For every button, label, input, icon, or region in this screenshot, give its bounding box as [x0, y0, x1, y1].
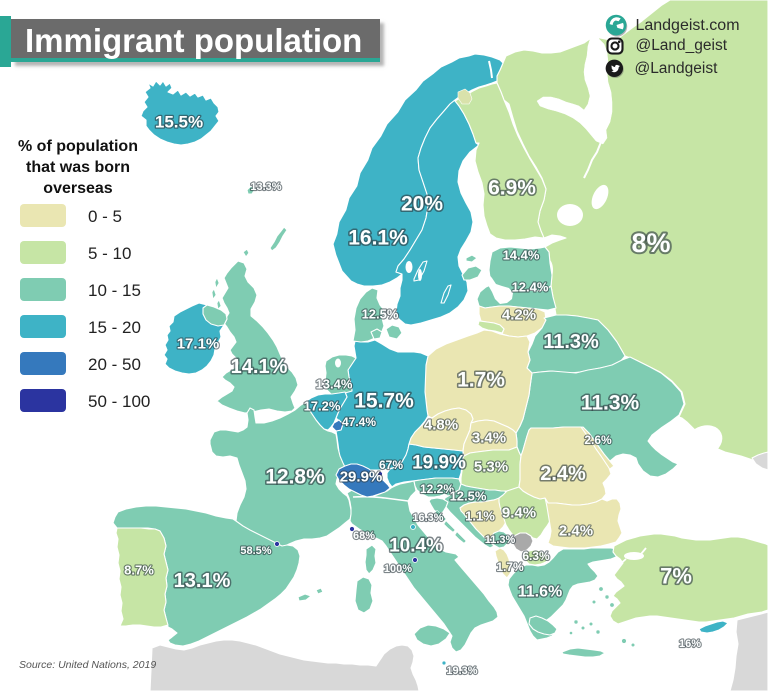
svg-text:17.1%: 17.1%: [177, 336, 220, 353]
svg-text:2.4%: 2.4%: [559, 523, 593, 540]
svg-text:1.7%: 1.7%: [457, 369, 505, 392]
svg-text:6.9%: 6.9%: [488, 177, 536, 200]
svg-text:8.7%: 8.7%: [124, 563, 154, 578]
svg-text:11.3%: 11.3%: [485, 534, 516, 546]
svg-text:13.4%: 13.4%: [316, 377, 353, 392]
svg-text:16.3%: 16.3%: [412, 512, 443, 524]
svg-text:1.7%: 1.7%: [496, 560, 524, 574]
svg-text:2.6%: 2.6%: [584, 433, 612, 447]
svg-text:12.2%: 12.2%: [420, 482, 454, 496]
svg-text:11.6%: 11.6%: [518, 584, 562, 601]
svg-text:15.7%: 15.7%: [354, 390, 414, 413]
svg-text:67%: 67%: [379, 458, 403, 472]
svg-text:6.3%: 6.3%: [522, 549, 550, 563]
svg-text:12.8%: 12.8%: [265, 466, 325, 489]
svg-text:47.4%: 47.4%: [342, 415, 376, 429]
svg-text:8%: 8%: [631, 228, 670, 258]
svg-text:12.5%: 12.5%: [362, 307, 399, 322]
svg-text:14.1%: 14.1%: [231, 356, 288, 378]
svg-text:11.3%: 11.3%: [543, 331, 599, 353]
svg-text:68%: 68%: [353, 530, 375, 542]
svg-text:5.3%: 5.3%: [474, 459, 508, 476]
svg-text:14.4%: 14.4%: [503, 248, 540, 263]
svg-text:100%: 100%: [384, 563, 412, 575]
svg-text:58.5%: 58.5%: [240, 545, 271, 557]
svg-text:9.4%: 9.4%: [502, 505, 536, 522]
svg-text:2.4%: 2.4%: [540, 463, 586, 485]
svg-text:19.3%: 19.3%: [446, 665, 477, 677]
svg-text:16.1%: 16.1%: [348, 227, 408, 250]
svg-text:3.4%: 3.4%: [472, 430, 506, 447]
svg-text:7%: 7%: [660, 564, 692, 589]
svg-text:13.1%: 13.1%: [174, 570, 231, 592]
svg-text:11.3%: 11.3%: [581, 392, 640, 415]
svg-text:13.3%: 13.3%: [250, 181, 281, 193]
svg-text:10.4%: 10.4%: [389, 536, 443, 557]
svg-text:12.4%: 12.4%: [512, 280, 549, 295]
svg-text:16%: 16%: [679, 638, 701, 650]
svg-text:4.8%: 4.8%: [424, 417, 458, 434]
svg-text:4.2%: 4.2%: [502, 307, 536, 324]
svg-text:19.9%: 19.9%: [412, 453, 466, 474]
svg-text:20%: 20%: [401, 193, 443, 216]
svg-text:1.1%: 1.1%: [465, 509, 495, 524]
svg-text:29.9%: 29.9%: [340, 469, 383, 486]
svg-text:15.5%: 15.5%: [155, 113, 203, 132]
svg-text:17.2%: 17.2%: [304, 399, 341, 414]
svg-text:12.5%: 12.5%: [450, 489, 487, 504]
